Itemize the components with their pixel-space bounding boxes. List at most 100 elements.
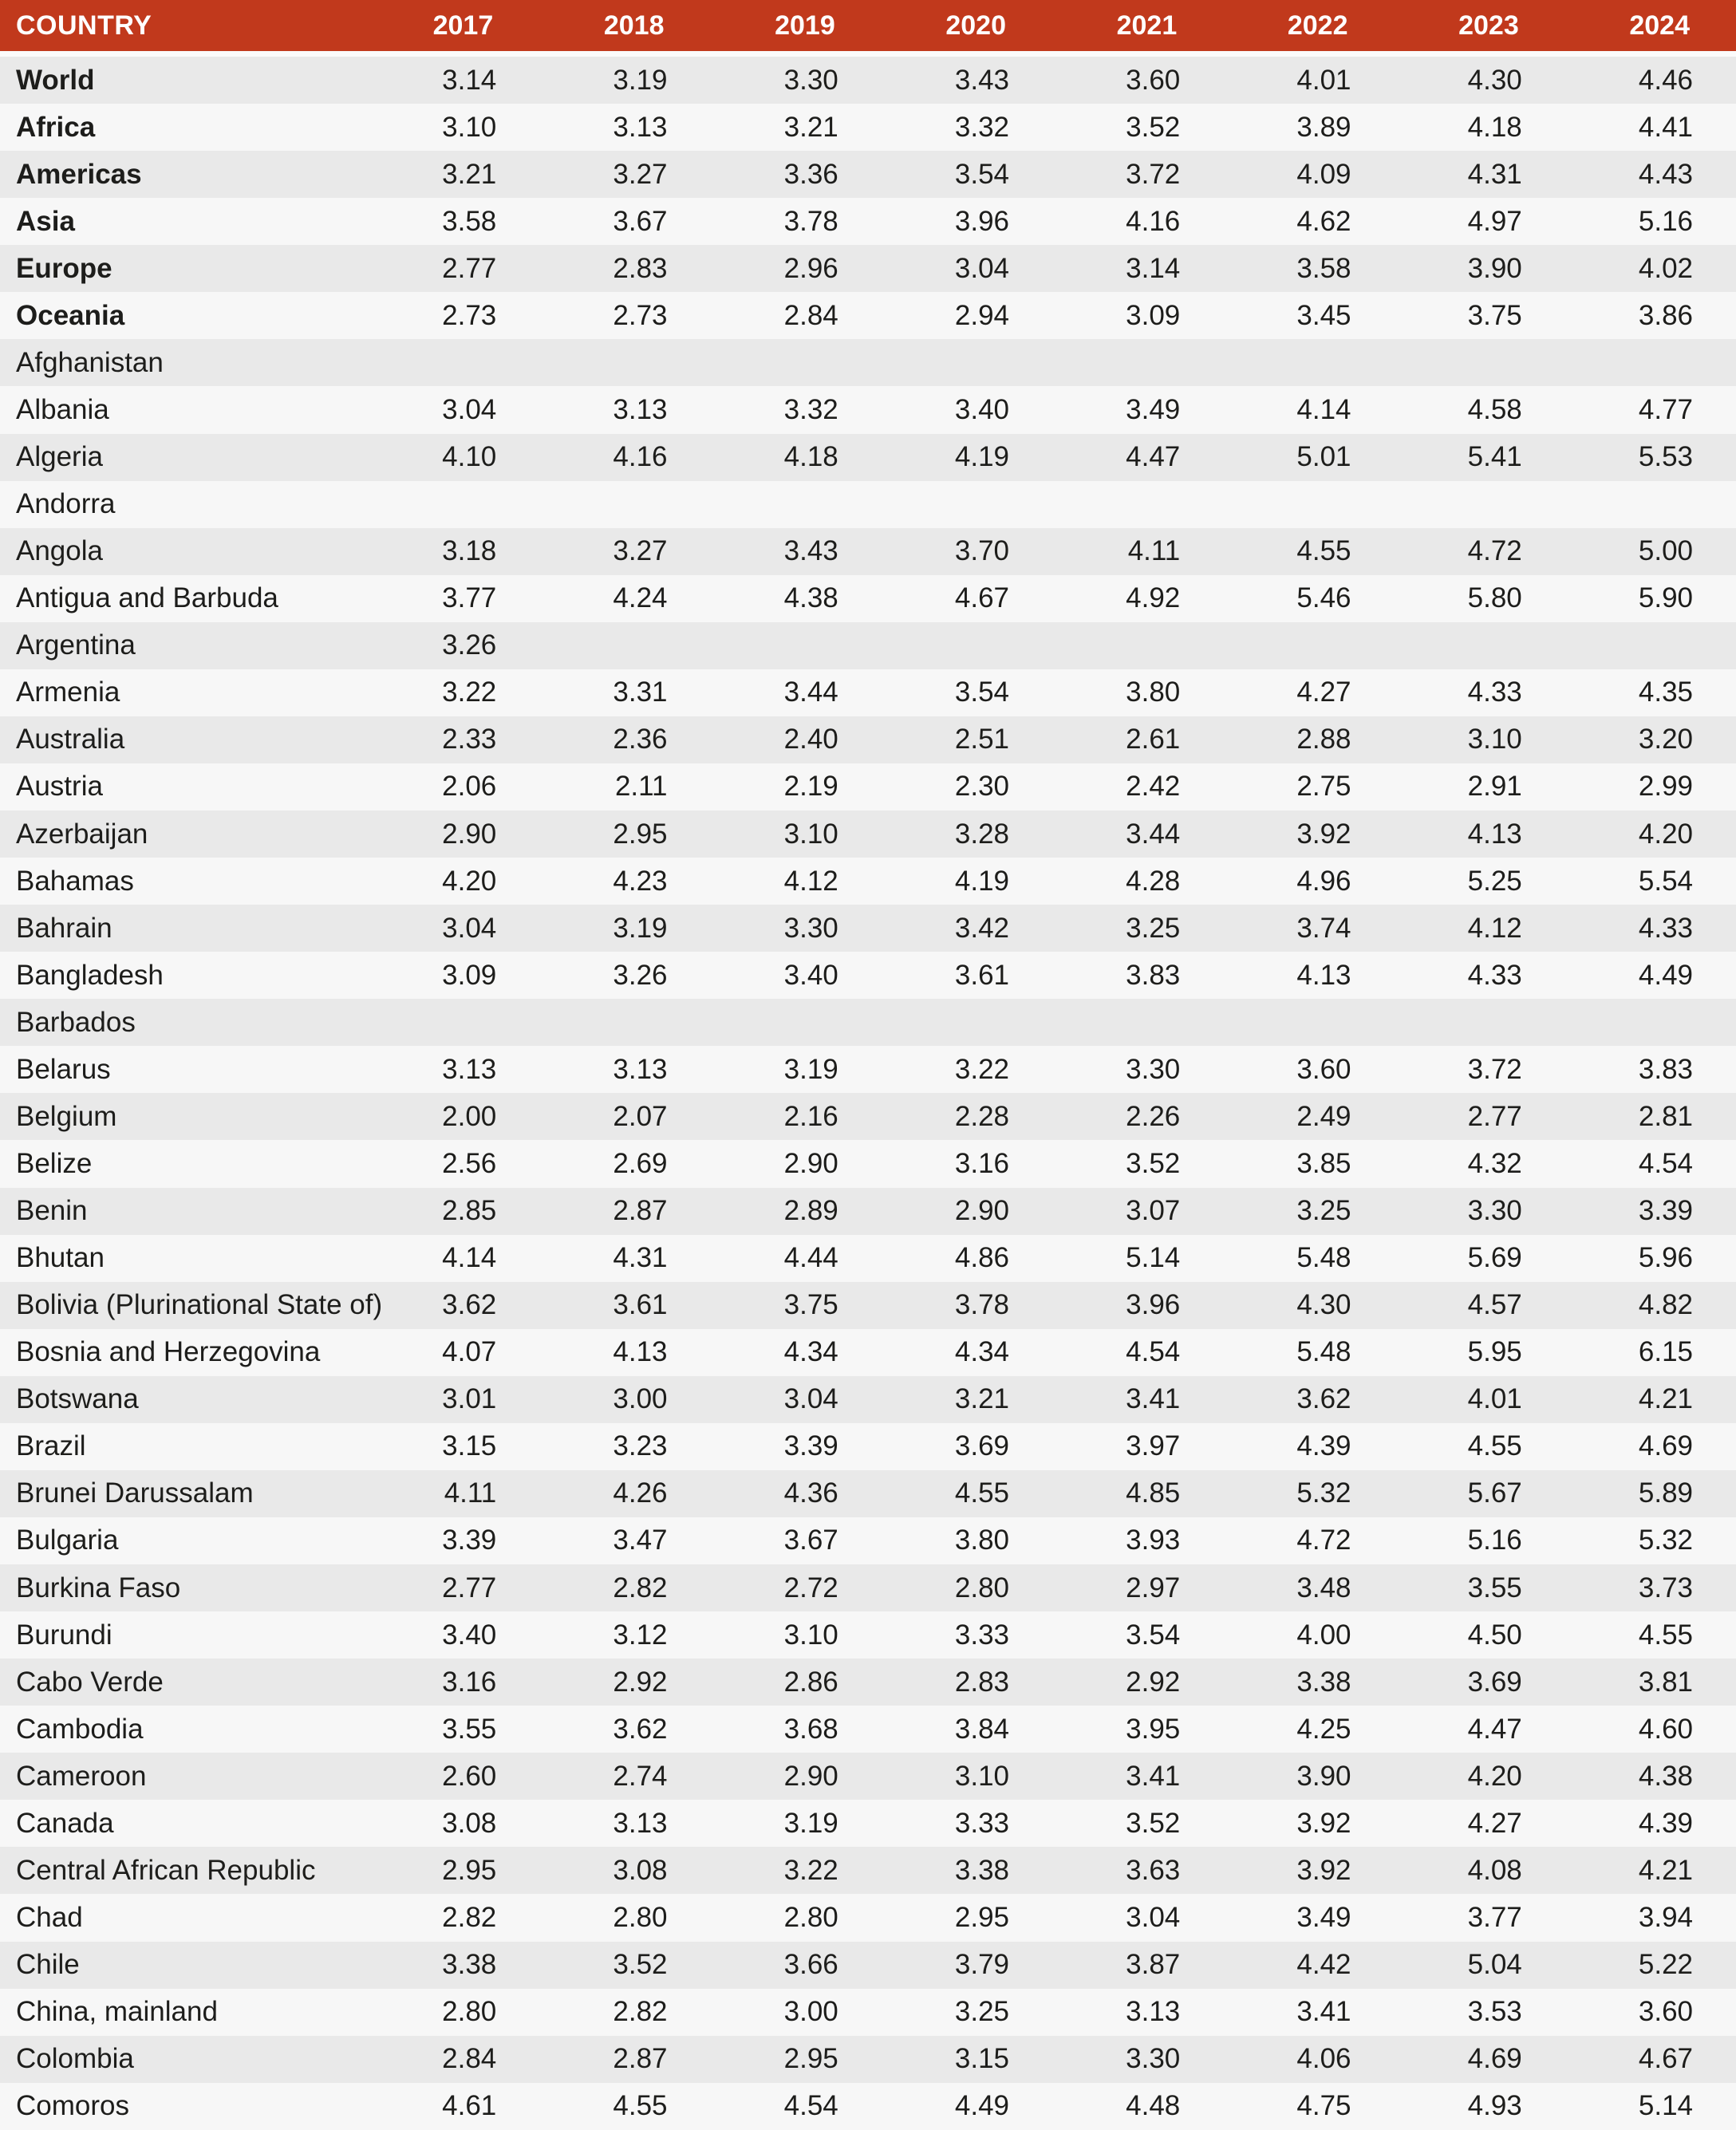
value-cell-2022: 3.92 [1296,1807,1351,1839]
table-row-americas: Americas 3.21 3.27 3.36 3.54 3.72 4.09 4.31 4.43 [0,151,1736,199]
country-name-cell: Angola [16,535,103,567]
value-cell-2020: 3.79 [954,1949,1009,1981]
table-row-belize: Belize 2.56 2.69 2.90 3.16 3.52 3.85 4.32 4.54 [0,1140,1736,1188]
value-cell-2019: 3.30 [783,912,838,944]
value-cell-2019: 2.80 [783,1901,838,1933]
value-cell-2023: 4.31 [1467,158,1522,190]
value-cell-2021: 3.49 [1126,393,1181,425]
table-row-canada: Canada 3.08 3.13 3.19 3.33 3.52 3.92 4.27 4.39 [0,1800,1736,1848]
value-cell-2024: 4.38 [1638,1760,1693,1792]
value-cell-2022: 3.25 [1296,1195,1351,1227]
value-cell-2017: 2.77 [442,1572,497,1603]
value-cell-2023: 4.20 [1467,1760,1522,1792]
value-cell-2024: 5.32 [1638,1525,1693,1556]
value-cell-2019: 4.12 [783,865,838,897]
value-cell-2019: 2.84 [783,299,838,331]
value-cell-2018: 4.55 [613,2090,668,2122]
value-cell-2023 [1395,339,1565,386]
table-row-europe: Europe 2.77 2.83 2.96 3.04 3.14 3.58 3.90 4.02 [0,245,1736,293]
value-cell-2023: 4.93 [1467,2090,1522,2122]
value-cell-2018: 3.27 [613,535,668,567]
value-cell-2018: 3.00 [613,1383,668,1415]
value-cell-2022: 4.27 [1296,676,1351,708]
value-cell-2022: 4.25 [1296,1713,1351,1745]
value-cell-2022: 4.62 [1296,205,1351,237]
value-cell-2023: 4.12 [1467,912,1522,944]
country-name-cell: Barbados [16,1006,136,1038]
value-cell-2022: 3.45 [1296,299,1351,331]
column-header-year-2017: 2017 [369,0,540,57]
value-cell-2024: 2.81 [1638,1100,1693,1132]
value-cell-2023: 5.41 [1467,441,1522,473]
country-name-cell: Americas [16,158,142,190]
value-cell-2018: 4.31 [613,1242,668,1274]
value-cell-2017: 2.90 [442,818,497,850]
table-row-chad: Chad 2.82 2.80 2.80 2.95 3.04 3.49 3.77 3.94 [0,1894,1736,1942]
column-header-year-2020: 2020 [881,0,1052,57]
value-cell-2019: 4.34 [783,1336,838,1368]
value-cell-2019: 3.10 [783,1619,838,1651]
value-cell-2018: 2.95 [613,818,668,850]
value-cell-2020: 3.16 [954,1147,1009,1179]
value-cell-2021: 2.97 [1126,1572,1181,1603]
value-cell-2022: 3.58 [1296,252,1351,284]
value-cell-2019: 3.40 [783,959,838,991]
value-cell-2019 [711,999,882,1046]
value-cell-2017: 2.73 [442,299,497,331]
value-cell-2018: 2.36 [613,724,668,755]
value-cell-2020: 2.80 [954,1572,1009,1603]
value-cell-2022: 4.42 [1296,1949,1351,1981]
value-cell-2017: 4.11 [444,1477,497,1509]
value-cell-2022: 4.55 [1296,535,1351,567]
value-cell-2024: 5.96 [1638,1242,1693,1274]
value-cell-2023: 5.25 [1467,865,1522,897]
value-cell-2023: 5.16 [1467,1525,1522,1556]
table-row-antigua-and-barbuda: Antigua and Barbuda 3.77 4.24 4.38 4.67 4.92 5… [0,574,1736,622]
table-row-azerbaijan: Azerbaijan 2.90 2.95 3.10 3.28 3.44 3.92 4.13 4.… [0,811,1736,858]
table-row-china-mainland: China, mainland 2.80 2.82 3.00 3.25 3.13 3.41 3… [0,1988,1736,2036]
value-cell-2021: 4.85 [1126,1477,1181,1509]
value-cell-2021: 4.47 [1126,441,1181,473]
value-cell-2020: 3.32 [954,111,1009,143]
value-cell-2019: 3.21 [783,111,838,143]
value-cell-2019: 4.54 [783,2090,838,2122]
country-name-cell: Austria [16,771,103,803]
value-cell-2024: 4.49 [1638,959,1693,991]
value-cell-2021: 3.07 [1126,1195,1181,1227]
country-name-cell: Cabo Verde [16,1666,164,1698]
table-row-oceania: Oceania 2.73 2.73 2.84 2.94 3.09 3.45 3.75 3.86 [0,292,1736,340]
column-header-country: COUNTRY [0,0,369,57]
value-cell-2024: 4.55 [1638,1619,1693,1651]
value-cell-2021: 2.26 [1126,1100,1181,1132]
table-row-burundi: Burundi 3.40 3.12 3.10 3.33 3.54 4.00 4.50 4.55 [0,1611,1736,1659]
value-cell-2019: 3.75 [783,1289,838,1321]
value-cell-2022: 5.32 [1296,1477,1351,1509]
value-cell-2019 [711,481,882,528]
value-cell-2023: 5.04 [1467,1949,1522,1981]
value-cell-2022 [1223,339,1394,386]
country-name-cell: Cameroon [16,1760,147,1792]
table-row-algeria: Algeria 4.10 4.16 4.18 4.19 4.47 5.01 5.41 5.53 [0,433,1736,481]
value-cell-2017 [369,999,539,1046]
value-cell-2017: 3.09 [442,959,497,991]
value-cell-2024: 4.41 [1638,111,1693,143]
value-cell-2018: 4.26 [613,1477,668,1509]
country-name-cell: Bangladesh [16,959,164,991]
country-name-cell: Albania [16,393,109,425]
value-cell-2022: 3.62 [1296,1383,1351,1415]
table-row-chile: Chile 3.38 3.52 3.66 3.79 3.87 4.42 5.04 5.22 [0,1941,1736,1989]
value-cell-2020 [882,481,1052,528]
table-body: World 3.14 3.19 3.30 3.43 3.60 4.01 4.30 4.46 Afr… [0,57,1736,2130]
country-name-cell: Algeria [16,441,103,473]
country-name-cell: Armenia [16,676,120,708]
column-header-year-2019: 2019 [710,0,882,57]
value-cell-2022: 4.09 [1296,158,1351,190]
table-row-angola: Angola 3.18 3.27 3.43 3.70 4.11 4.55 4.72 5.00 [0,527,1736,575]
value-cell-2022: 3.38 [1296,1666,1351,1698]
value-cell-2018: 2.69 [613,1147,668,1179]
value-cell-2018 [539,339,710,386]
value-cell-2018: 2.74 [613,1760,668,1792]
country-name-cell: Afghanistan [16,346,164,378]
table-header-row: COUNTRY 2017 2018 2019 2020 2021 2022 2023 2024 [0,0,1736,57]
value-cell-2021: 3.41 [1126,1383,1181,1415]
